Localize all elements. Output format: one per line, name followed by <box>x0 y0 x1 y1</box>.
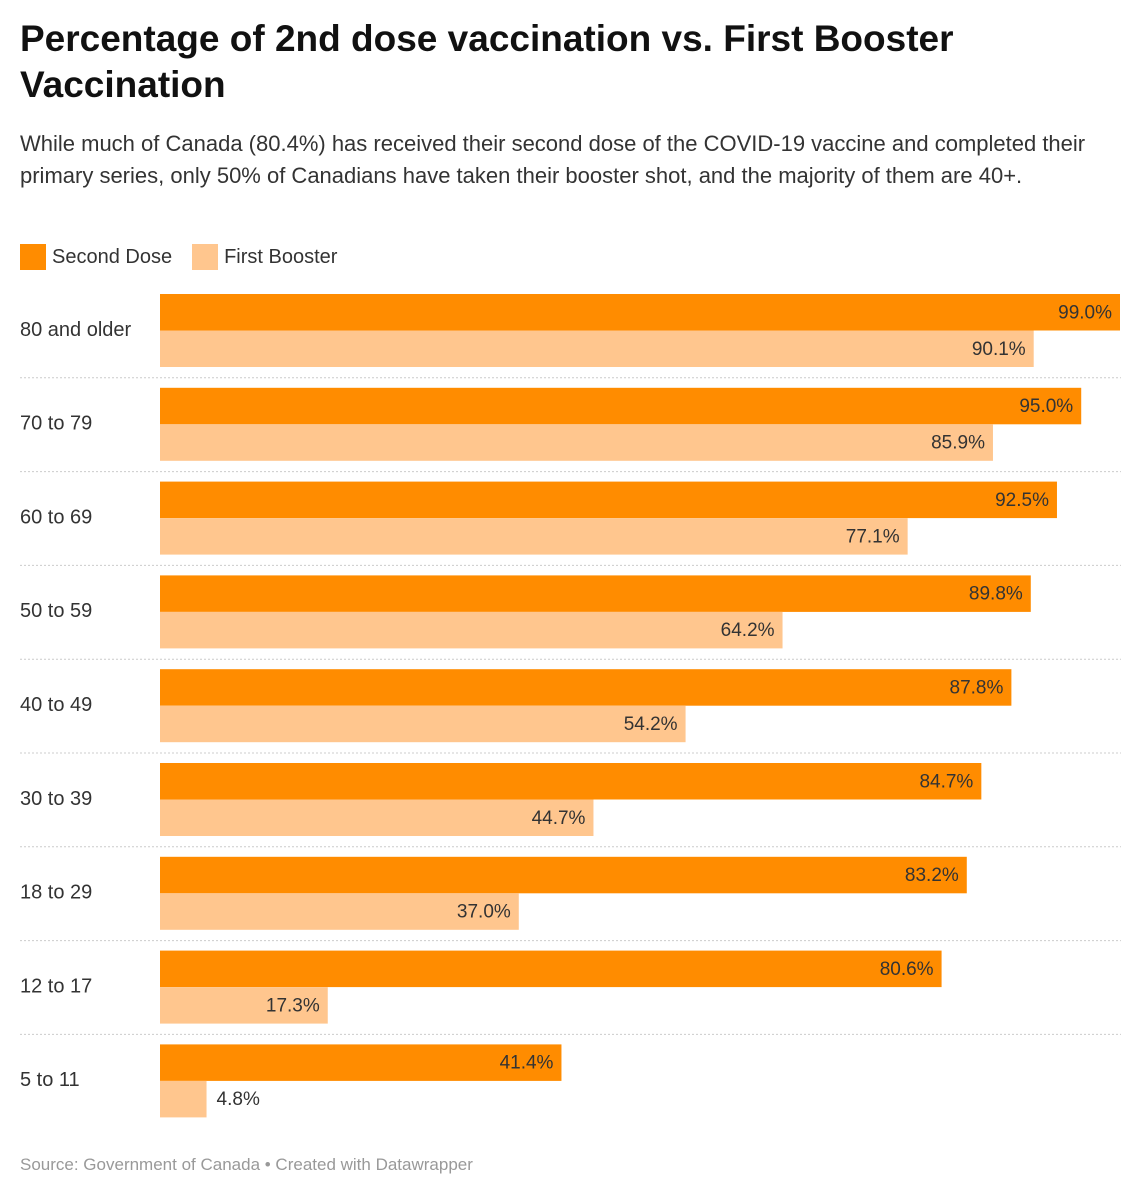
value-label-first-booster-60-to-69: 77.1% <box>846 526 900 547</box>
bar-second-dose-12-to-17 <box>160 950 942 988</box>
legend-label-first-booster: First Booster <box>224 245 338 268</box>
bar-first-booster-60-to-69 <box>160 518 908 555</box>
value-label-first-booster-70-to-79: 85.9% <box>931 433 985 454</box>
value-label-second-dose-5-to-11: 41.4% <box>500 1053 554 1074</box>
bar-second-dose-40-to-49 <box>160 669 1012 706</box>
category-label-30-to-39: 30 to 39 <box>20 788 92 810</box>
chart-title: Percentage of 2nd dose vaccination vs. F… <box>20 18 954 105</box>
bar-first-booster-18-to-29 <box>160 893 519 930</box>
bar-second-dose-18-to-29 <box>160 856 967 894</box>
category-label-5-to-11: 5 to 11 <box>20 1069 80 1091</box>
value-label-second-dose-70-to-79: 95.0% <box>1019 396 1073 417</box>
source-note: Source: Government of Canada • Created w… <box>20 1155 473 1174</box>
legend-item-first-booster: First Booster <box>192 244 337 270</box>
bar-first-booster-70-to-79 <box>160 424 993 461</box>
legend-swatch-second-dose <box>20 244 46 270</box>
bar-first-booster-50-to-59 <box>160 611 783 649</box>
bar-first-booster-40-to-49 <box>160 705 686 743</box>
value-label-first-booster-18-to-29: 37.0% <box>457 902 511 923</box>
category-label-80-and-older: 80 and older <box>20 319 132 341</box>
legend-swatch-first-booster <box>192 244 219 270</box>
chart-legend: Second Dose First Booster <box>20 242 357 272</box>
value-label-second-dose-18-to-29: 83.2% <box>905 865 959 886</box>
chart-subtitle: While much of Canada (80.4%) has receive… <box>20 131 1086 188</box>
category-label-18-to-29: 18 to 29 <box>20 882 92 904</box>
legend-item-second-dose: Second Dose <box>20 244 172 270</box>
value-label-first-booster-50-to-59: 64.2% <box>721 620 775 641</box>
bar-first-booster-30-to-39 <box>160 799 594 836</box>
category-label-40-to-49: 40 to 49 <box>20 694 92 716</box>
bar-second-dose-60-to-69 <box>160 481 1057 519</box>
bar-first-booster-5-to-11 <box>160 1080 207 1118</box>
value-label-first-booster-80-and-older: 90.1% <box>972 339 1026 360</box>
value-label-second-dose-60-to-69: 92.5% <box>995 490 1049 511</box>
value-label-first-booster-30-to-39: 44.7% <box>532 808 586 829</box>
value-label-second-dose-40-to-49: 87.8% <box>950 677 1004 698</box>
value-label-second-dose-50-to-59: 89.8% <box>969 584 1023 605</box>
value-label-second-dose-12-to-17: 80.6% <box>880 959 934 980</box>
bar-chart: 80 and older 99.0% 90.1% 70 to 79 95.0% 85.9%… <box>20 294 1121 1118</box>
category-label-60-to-69: 60 to 69 <box>20 506 92 528</box>
value-label-first-booster-5-to-11: 4.8% <box>217 1089 260 1110</box>
legend-label-second-dose: Second Dose <box>52 245 173 268</box>
value-label-second-dose-30-to-39: 84.7% <box>919 771 973 792</box>
value-label-first-booster-40-to-49: 54.2% <box>624 714 678 735</box>
category-label-70-to-79: 70 to 79 <box>20 413 92 435</box>
category-label-12-to-17: 12 to 17 <box>20 975 92 997</box>
bar-first-booster-12-to-17 <box>160 987 328 1024</box>
bar-second-dose-80-and-older <box>160 294 1120 331</box>
bar-second-dose-50-to-59 <box>160 575 1031 612</box>
bar-first-booster-80-and-older <box>160 330 1034 367</box>
value-label-first-booster-12-to-17: 17.3% <box>266 995 320 1016</box>
bar-second-dose-30-to-39 <box>160 763 982 800</box>
bar-second-dose-70-to-79 <box>160 387 1082 425</box>
value-label-second-dose-80-and-older: 99.0% <box>1058 302 1112 323</box>
bar-second-dose-5-to-11 <box>160 1044 562 1081</box>
category-label-50-to-59: 50 to 59 <box>20 600 92 622</box>
